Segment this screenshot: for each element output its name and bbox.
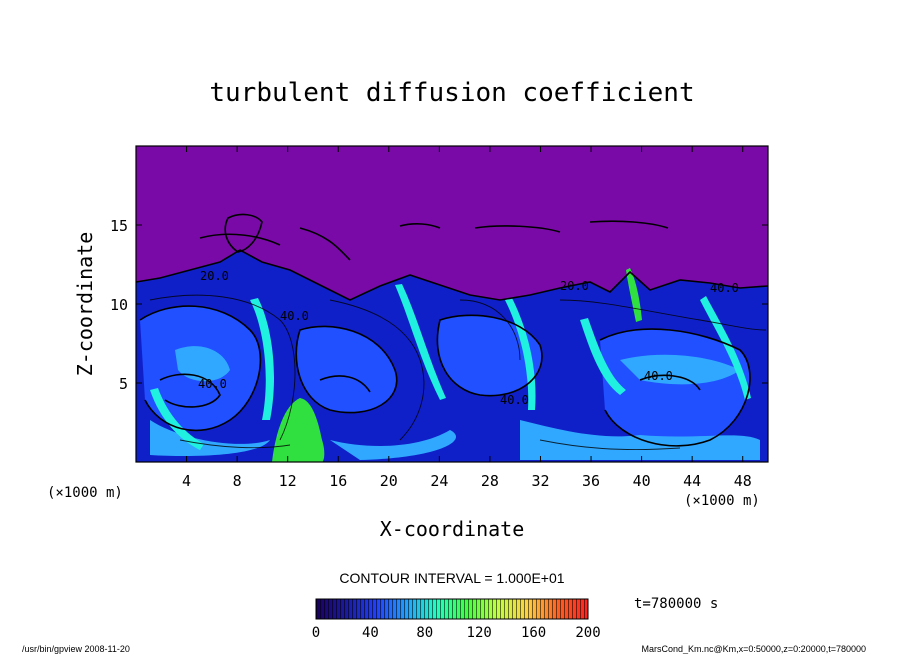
colorbar-tick-label: 160 — [521, 625, 546, 641]
time-label: t=780000 s — [634, 596, 718, 612]
x-tick-label: 32 — [531, 472, 549, 490]
x-unit-right: (×1000 m) — [684, 493, 760, 509]
y-tick-label: 10 — [110, 296, 128, 314]
field-blue-patches — [140, 306, 750, 446]
colorbar-tick-label: 120 — [467, 625, 492, 641]
contour-label: 40.0 — [710, 281, 739, 295]
x-tick-label: 16 — [329, 472, 347, 490]
field-light-blue — [150, 346, 760, 460]
colorbar-tick-label: 40 — [362, 625, 379, 641]
x-axis-label: X-coordinate — [380, 517, 525, 541]
x-tick-label: 40 — [633, 472, 651, 490]
x-tick-label: 36 — [582, 472, 600, 490]
x-tick-label: 20 — [380, 472, 398, 490]
y-tick-label: 5 — [119, 375, 128, 393]
field-cyan-filaments — [150, 284, 751, 450]
x-axis: 4 8 12 16 20 24 28 32 36 40 44 48 — [182, 146, 752, 490]
colorbar-tick-label: 80 — [416, 625, 433, 641]
x-tick-label: 4 — [182, 472, 191, 490]
footer-program: /usr/bin/gpview 2008-11-20 — [22, 644, 130, 654]
field-green-plume — [272, 268, 642, 462]
x-tick-label: 24 — [430, 472, 448, 490]
y-tick-label: 15 — [110, 217, 128, 235]
x-tick-label: 12 — [279, 472, 297, 490]
y-axis: 5 10 15 — [110, 217, 768, 393]
contour-label: 40.0 — [500, 393, 529, 407]
x-unit-left: (×1000 m) — [47, 485, 123, 501]
colorbar-tick-label: 0 — [312, 625, 320, 641]
contour-interval-text: CONTOUR INTERVAL = 1.000E+01 — [339, 570, 564, 586]
contour-label: 40.0 — [644, 369, 673, 383]
y-axis-label: Z-coordinate — [73, 232, 97, 377]
footer-source: MarsCond_Km.nc@Km,x=0:50000,z=0:20000,t=… — [641, 644, 866, 654]
x-tick-label: 44 — [683, 472, 701, 490]
contour-label: 20.0 — [560, 279, 589, 293]
contour-lines-fine — [149, 294, 767, 451]
x-tick-label: 48 — [734, 472, 752, 490]
x-tick-label: 28 — [481, 472, 499, 490]
colorbar: 0 40 80 120 160 200 — [312, 598, 601, 641]
contour-label: 40.0 — [198, 377, 227, 391]
contour-label-group: 20.0 40.0 40.0 40.0 20.0 40.0 40.0 — [198, 269, 739, 407]
colorbar-tick-label: 200 — [575, 625, 600, 641]
heatmap-field — [136, 146, 768, 462]
contour-label: 20.0 — [200, 269, 229, 283]
chart-title: turbulent diffusion coefficient — [209, 78, 694, 108]
contour-lines — [136, 213, 768, 447]
x-tick-label: 8 — [233, 472, 242, 490]
contour-label: 40.0 — [280, 309, 309, 323]
